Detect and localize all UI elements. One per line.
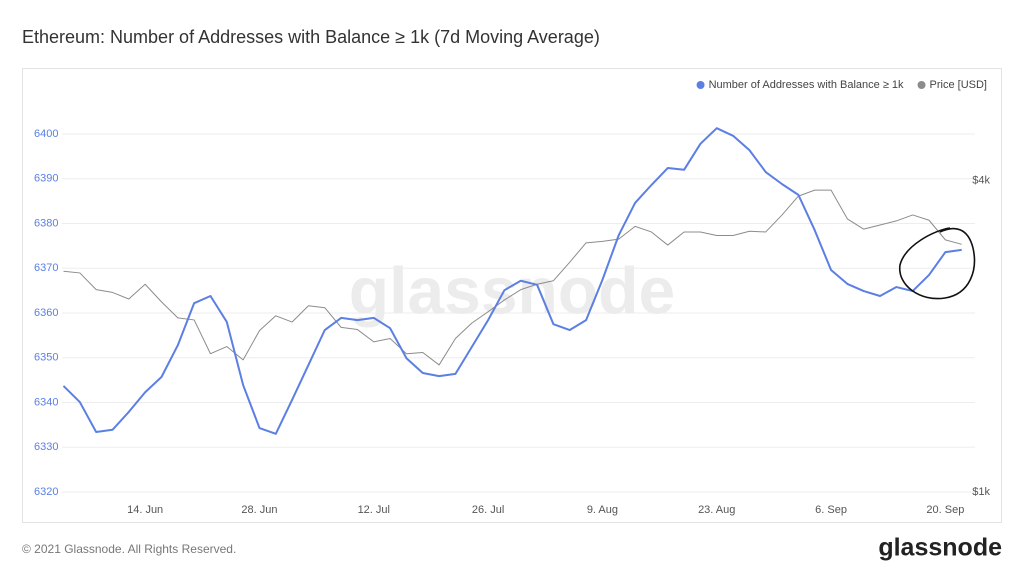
legend-marker[interactable]	[696, 81, 705, 89]
lines	[62, 127, 962, 435]
x-tick-label: 6. Sep	[815, 504, 847, 516]
series-line	[62, 127, 962, 435]
legend-marker[interactable]	[917, 81, 926, 89]
x-tick-label: 26. Jul	[472, 504, 504, 516]
y-tick-label: 6400	[34, 128, 58, 140]
x-tick-label: 9. Aug	[587, 504, 618, 516]
watermark: glassnode	[349, 253, 675, 327]
y-tick-label: 6340	[34, 396, 58, 408]
x-tick-label: 12. Jul	[358, 504, 390, 516]
chart-frame	[22, 68, 1002, 523]
y-tick-label: 6360	[34, 307, 58, 319]
y2-tick-label: $1k	[972, 486, 990, 498]
x-tick-label: 28. Jun	[241, 504, 277, 516]
x-tick-label: 20. Sep	[926, 504, 964, 516]
legend-label[interactable]: Price [USD]	[930, 79, 987, 91]
grid: 6320 6330 6340 6350 6360 6370 6380 6390 6400 $1k $…	[34, 128, 990, 516]
hand-drawn-circle	[899, 227, 976, 300]
y2-tick-label: $4k	[972, 174, 990, 186]
x-tick-label: 23. Aug	[698, 504, 735, 516]
series-line	[63, 189, 962, 366]
y-tick-label: 6330	[34, 441, 58, 453]
footer: © 2021 Glassnode. All Rights Reserved.	[22, 542, 236, 556]
y-tick-label: 6350	[34, 352, 58, 364]
y-tick-label: 6390	[34, 173, 58, 185]
legend: Price [USD] Number of Addresses with Bala…	[696, 79, 987, 91]
x-tick-label: 14. Jun	[127, 504, 163, 516]
chart-title: Ethereum: Number of Addresses with Balan…	[22, 27, 600, 47]
y-tick-label: 6380	[34, 217, 58, 229]
legend-label[interactable]: Number of Addresses with Balance ≥ 1k	[709, 79, 904, 91]
y-tick-label: 6320	[34, 486, 58, 498]
y-tick-label: 6370	[34, 262, 58, 274]
logo: glassnode	[878, 534, 1002, 562]
